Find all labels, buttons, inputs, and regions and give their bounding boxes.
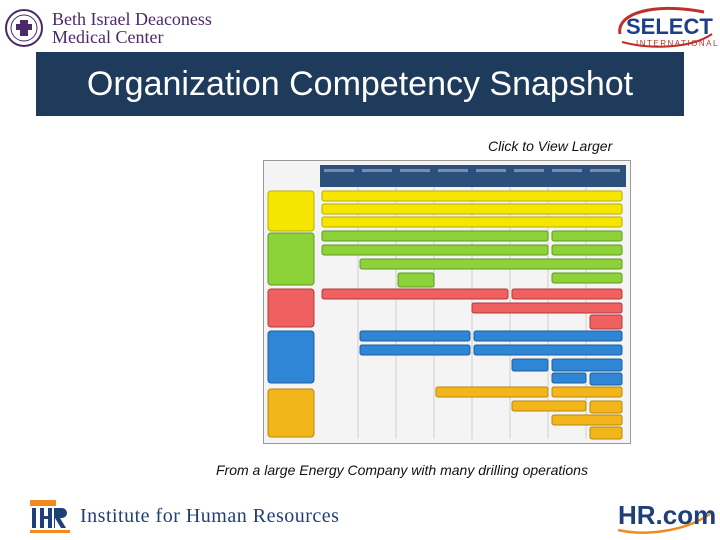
ihr-logo: Institute for Human Resources xyxy=(28,492,339,540)
bidmc-line1: Beth Israel Deaconess xyxy=(52,9,212,29)
caption-text: From a large Energy Company with many dr… xyxy=(216,462,588,478)
select-wordmark: SELECT xyxy=(626,14,713,39)
bidmc-line2: Medical Center xyxy=(52,27,164,47)
select-international-logo: SELECT INTERNATIONAL xyxy=(612,4,718,52)
select-subtext: INTERNATIONAL xyxy=(636,39,719,48)
hrcom-swoosh-icon xyxy=(617,512,711,534)
bidmc-logo: Beth Israel Deaconess Medical Center xyxy=(4,4,234,52)
title-bar: Organization Competency Snapshot xyxy=(36,52,684,116)
click-to-view-larger-link[interactable]: Click to View Larger xyxy=(488,138,613,154)
hrcom-logo: HR.com xyxy=(614,496,717,536)
bidmc-wordmark: Beth Israel Deaconess Medical Center xyxy=(52,10,212,46)
competency-grid-image xyxy=(264,161,630,443)
select-swoosh-icon xyxy=(618,6,713,48)
ihr-mark-icon xyxy=(30,500,70,533)
bidmc-seal-icon xyxy=(5,9,43,47)
competency-grid-thumbnail[interactable] xyxy=(263,160,631,444)
ihr-wordmark: Institute for Human Resources xyxy=(80,504,340,527)
hrcom-wordmark: HR.com xyxy=(618,500,717,530)
page-title: Organization Competency Snapshot xyxy=(86,64,634,103)
